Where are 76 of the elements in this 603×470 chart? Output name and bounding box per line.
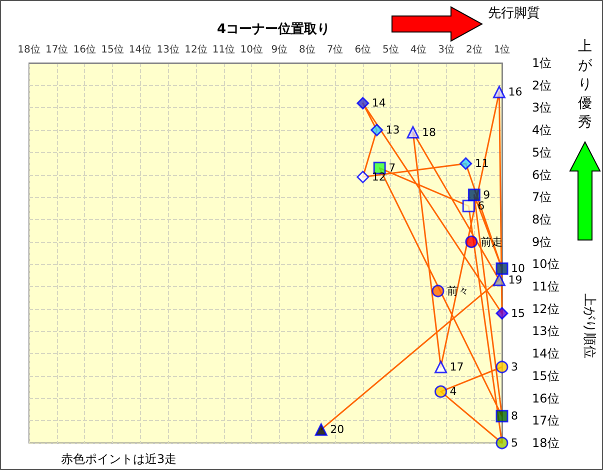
point [406, 126, 420, 139]
x-tick-label: 12位 [184, 44, 208, 56]
point [432, 284, 444, 298]
point [434, 360, 448, 374]
x-tick-label: 16位 [73, 44, 96, 56]
point [496, 410, 508, 422]
y-tick-label: 8位 [532, 212, 552, 226]
annotation: 8 [511, 410, 518, 423]
point [496, 436, 508, 450]
annotation: 5 [511, 436, 518, 450]
annotation: 17 [450, 360, 464, 374]
y-tick-label: 1位 [532, 56, 552, 70]
y-tick-label: 17位 [532, 414, 560, 428]
annotation: 15 [511, 306, 525, 320]
point [434, 385, 448, 398]
y-tick-label: 10位 [532, 257, 560, 272]
annotation: 10 [511, 262, 525, 276]
y-tick-label: 16位 [532, 391, 560, 406]
point [356, 170, 370, 184]
y-tick-label: 11位 [532, 280, 560, 294]
x-tick-label: 14位 [128, 44, 152, 56]
x-tick-label: 17位 [45, 44, 68, 56]
x-tick-label: 3位 [438, 44, 455, 56]
chart-title: 4コーナー位置取り [217, 22, 330, 37]
annotation: 3 [511, 360, 518, 374]
y-tick-label: 12位 [532, 302, 560, 316]
x-tick-label: 10位 [240, 44, 263, 56]
point [496, 307, 508, 320]
y-axis-title: 上がり順位 [582, 294, 596, 358]
x-tick-label: 11位 [212, 44, 236, 56]
y-tick-label: 4位 [532, 123, 552, 138]
annotation: 13 [386, 124, 400, 137]
annotation: 6 [478, 200, 485, 213]
y-tick-label: 3位 [532, 100, 552, 115]
annotation: 16 [508, 86, 522, 99]
point [496, 262, 508, 275]
point [314, 423, 328, 436]
x-tick-label: 8位 [299, 44, 316, 56]
y-tick-label: 9位 [532, 234, 552, 249]
x-tick-label: 2位 [466, 44, 482, 56]
y-tick-label: 2位 [532, 78, 552, 92]
point [462, 200, 475, 212]
text: 先行脚質 [488, 6, 540, 21]
x-tick-label: 5位 [382, 44, 399, 56]
x-tick-label: 6位 [354, 44, 372, 56]
point [465, 236, 478, 248]
x-tick-label: 15位 [101, 44, 124, 56]
point [496, 360, 508, 374]
point [370, 124, 384, 136]
y-tick-label: 14位 [532, 346, 560, 361]
point [492, 86, 506, 98]
y-tick-label: 18位 [532, 436, 560, 450]
point [492, 274, 506, 286]
point [468, 188, 480, 202]
annotation: 19 [508, 273, 522, 286]
y-tick-label: 7位 [532, 190, 552, 204]
y-tick-label: 13位 [532, 324, 560, 338]
y-tick-label: 5位 [532, 145, 552, 160]
annotation: 4 [450, 385, 457, 398]
x-tick-label: 7位 [326, 44, 344, 56]
y-tick-label: 6位 [532, 168, 552, 182]
annotation: 7 [388, 162, 396, 175]
text: 赤色ポイントは近3走 [61, 452, 177, 466]
point [356, 96, 370, 110]
annotation: 14 [372, 96, 386, 110]
y-tick-label: 15位 [532, 368, 560, 383]
x-tick-label: 18位 [18, 44, 40, 56]
x-tick-label: 9位 [271, 44, 288, 56]
annotation: 18 [422, 126, 436, 139]
point [460, 157, 472, 170]
x-tick-label: 13位 [156, 44, 180, 56]
annotation: 20 [330, 423, 344, 436]
x-tick-label: 1位 [494, 44, 510, 56]
annotation: 9 [483, 188, 490, 202]
x-tick-label: 4位 [410, 44, 427, 56]
text: 上がり優秀 [578, 38, 593, 130]
